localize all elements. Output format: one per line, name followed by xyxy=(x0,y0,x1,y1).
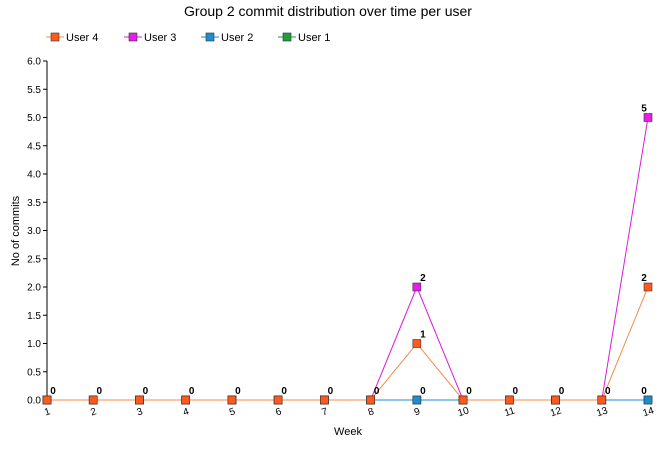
data-label: 0 xyxy=(235,386,241,397)
point-user-3-week-14 xyxy=(643,113,653,122)
point-user-4-week-12 xyxy=(551,395,560,405)
series-lines xyxy=(47,117,649,401)
point-user-2-week-9 xyxy=(412,395,422,405)
data-label: 2 xyxy=(641,273,647,284)
data-label: 0 xyxy=(143,386,149,397)
point-user-4-week-4 xyxy=(181,395,190,405)
data-label: 0 xyxy=(374,386,380,397)
data-label: 0 xyxy=(50,386,56,397)
legend-marker-4 xyxy=(282,32,292,42)
x-tick-label: 8 xyxy=(367,406,376,418)
legend-label-2: User 3 xyxy=(144,32,176,44)
legend-label-1: User 4 xyxy=(66,32,98,44)
point-user-4-week-2 xyxy=(88,395,98,405)
y-tick-label: 5.0 xyxy=(27,113,41,124)
x-tick-label: 7 xyxy=(321,406,330,418)
y-tick-label: 1.5 xyxy=(27,311,41,322)
y-tick-label: 5.5 xyxy=(27,85,41,96)
y-tick-label: 2.5 xyxy=(27,254,41,265)
x-tick-label: 4 xyxy=(182,406,191,418)
legend-marker-2 xyxy=(128,32,138,42)
point-user-4-week-10 xyxy=(458,395,468,405)
series-markers xyxy=(42,113,653,405)
y-axis-label: No of commits xyxy=(10,195,22,266)
point-user-4-week-9 xyxy=(412,339,422,348)
x-tick-label: 6 xyxy=(274,406,283,418)
point-user-4-week-6 xyxy=(273,395,283,405)
data-label: 1 xyxy=(420,330,426,341)
legend-label-4: User 1 xyxy=(298,32,330,44)
x-axis-label: Week xyxy=(334,426,362,438)
x-tick-label: 14 xyxy=(641,405,655,419)
x-tick-label: 11 xyxy=(503,405,517,419)
chart-title: Group 2 commit distribution over time pe… xyxy=(184,3,472,19)
x-tick-label: 10 xyxy=(457,405,471,419)
x-axis: 1 2 3 4 5 6 7 8 9 10 11 12 13 14 xyxy=(43,399,656,419)
y-tick-label: 2.0 xyxy=(27,283,41,294)
x-tick-label: 13 xyxy=(595,405,609,419)
y-tick-label: 0.5 xyxy=(27,367,41,378)
point-user-4-week-13 xyxy=(597,395,607,405)
data-label: 0 xyxy=(641,386,647,397)
point-user-4-week-1 xyxy=(42,395,52,405)
y-tick-label: 6.0 xyxy=(27,57,41,68)
data-label: 0 xyxy=(281,386,287,397)
data-label: 0 xyxy=(420,386,426,397)
legend-marker-1 xyxy=(50,32,60,42)
y-tick-label: 0.0 xyxy=(27,396,41,407)
data-label: 0 xyxy=(189,386,195,397)
point-user-3-week-9 xyxy=(412,282,422,292)
x-tick-label: 9 xyxy=(413,406,422,418)
point-user-2-week-14 xyxy=(643,395,653,405)
y-tick-label: 1.0 xyxy=(27,339,41,350)
y-tick-label: 4.5 xyxy=(27,141,41,152)
data-label: 2 xyxy=(420,273,426,284)
y-tick-label: 4.0 xyxy=(27,170,41,181)
data-label: 0 xyxy=(605,386,611,397)
data-label: 0 xyxy=(96,386,102,397)
x-tick-label: 1 xyxy=(43,406,52,418)
legend-marker-3 xyxy=(205,32,215,42)
series-line-user-4 xyxy=(47,286,649,401)
data-label: 5 xyxy=(641,104,647,115)
x-tick-label: 5 xyxy=(228,406,237,418)
point-user-4-week-8 xyxy=(366,395,375,405)
point-user-4-week-3 xyxy=(135,395,144,405)
point-user-4-week-7 xyxy=(320,395,329,405)
legend-label-3: User 2 xyxy=(221,32,253,44)
data-label: 0 xyxy=(328,386,334,397)
data-label: 0 xyxy=(559,386,565,397)
data-label: 0 xyxy=(466,386,472,397)
x-tick-label: 3 xyxy=(136,406,145,418)
y-axis: 0.0 0.5 1.0 1.5 2.0 2.5 3.0 3.5 4.0 4.5 5.0 5.5 6.0 xyxy=(27,57,48,407)
data-label: 0 xyxy=(513,386,519,397)
y-tick-label: 3.0 xyxy=(27,226,41,237)
legend: User 4 User 3 User 2 User 1 xyxy=(46,32,330,44)
point-user-4-week-11 xyxy=(505,395,514,405)
point-user-4-week-5 xyxy=(227,395,237,405)
point-user-4-week-14 xyxy=(643,282,653,292)
x-tick-label: 12 xyxy=(549,405,563,419)
y-tick-label: 3.5 xyxy=(27,198,41,209)
series-line-user-3 xyxy=(47,117,649,401)
x-tick-label: 2 xyxy=(89,406,98,418)
data-labels: 0 0 0 0 0 0 0 0 0 1 2 0 0 0 0 0 2 5 xyxy=(50,104,647,398)
